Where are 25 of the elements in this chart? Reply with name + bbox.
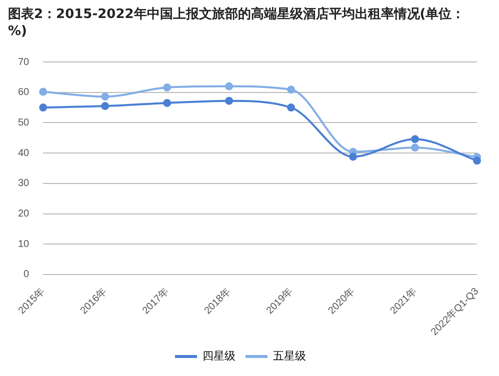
y-tick-label: 60 [18,87,30,98]
point [163,98,172,107]
point [163,84,172,92]
point [287,86,296,94]
point [101,102,110,110]
legend-label: 四星级 [202,350,236,363]
y-tick-label: 10 [18,238,30,250]
y-tick-label: 40 [18,148,30,159]
point [411,135,420,144]
point [473,156,481,165]
point [225,96,234,105]
point [411,144,420,152]
point [287,104,296,112]
point [39,88,48,96]
point [101,92,110,101]
y-tick-label: 0 [24,269,30,280]
legend-label: 五星级 [273,350,306,363]
y-tick-label: 30 [18,178,30,190]
point [225,82,234,90]
y-tick-label: 20 [18,208,30,220]
point [349,152,358,161]
y-tick-label: 70 [18,56,30,68]
y-tick-label: 50 [18,117,30,128]
point [39,104,48,112]
chart-title: 图表2：2015-2022年中国上报文旅部的高端星级酒店平均出租率情况(单位：%) [7,6,466,41]
